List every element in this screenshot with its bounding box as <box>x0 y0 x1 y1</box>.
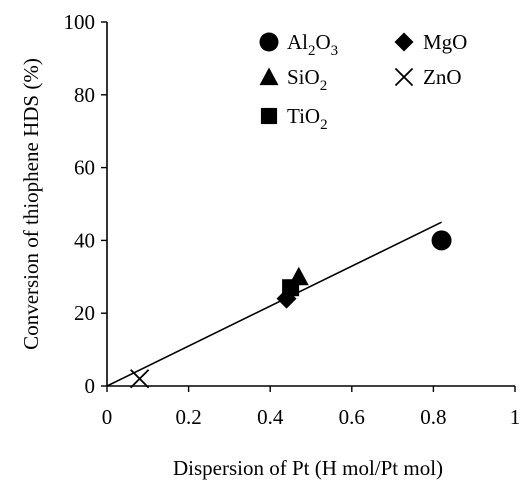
x-tick-label: 0.4 <box>257 405 284 429</box>
x-tick-label: 0.2 <box>175 405 201 429</box>
legend: Al2O3 MgO SiO2 ZnO TiO2 <box>259 30 467 133</box>
x-tick-label: 0.8 <box>420 405 446 429</box>
y-tick-label: 0 <box>85 374 96 398</box>
legend-item-zno: ZnO <box>394 65 462 89</box>
y-tick-label: 100 <box>64 10 96 34</box>
y-tick-label: 20 <box>74 301 95 325</box>
legend-item-tio2: TiO2 <box>260 104 328 133</box>
legend-label-tio2: TiO2 <box>287 104 328 133</box>
legend-marker-al2o3 <box>259 32 279 52</box>
legend-label-sio2: SiO2 <box>287 65 327 94</box>
data-point-tio2 <box>282 279 300 297</box>
data-point-zno <box>130 369 150 389</box>
ticks: 0 20 40 60 80 100 0 0.2 0.4 0.6 0.8 1 <box>64 10 521 429</box>
legend-label-al2o3: Al2O3 <box>287 30 338 59</box>
legend-item-mgo: MgO <box>394 30 467 54</box>
x-axis-title: Dispersion of Pt (H mol/Pt mol) <box>173 456 443 480</box>
legend-item-al2o3: Al2O3 <box>259 30 338 59</box>
y-tick-label: 60 <box>74 156 95 180</box>
legend-marker-mgo <box>394 32 414 52</box>
data-point-al2o3 <box>431 230 452 251</box>
x-tick-label: 0 <box>102 405 113 429</box>
axes <box>106 22 515 387</box>
y-tick-label: 80 <box>74 83 95 107</box>
x-tick-label: 0.6 <box>339 405 365 429</box>
y-tick-label: 40 <box>74 228 95 252</box>
legend-marker-zno <box>394 67 414 87</box>
legend-label-zno: ZnO <box>423 65 462 89</box>
x-tick-label: 1 <box>510 405 521 429</box>
legend-marker-tio2 <box>260 107 278 125</box>
legend-label-mgo: MgO <box>423 30 467 54</box>
legend-item-sio2: SiO2 <box>259 65 327 94</box>
y-axis-title: Conversion of thiophene HDS (%) <box>19 58 43 350</box>
legend-marker-sio2 <box>259 67 279 86</box>
data-points <box>130 230 452 389</box>
trendline-group <box>106 221 442 387</box>
trendline <box>106 221 442 387</box>
